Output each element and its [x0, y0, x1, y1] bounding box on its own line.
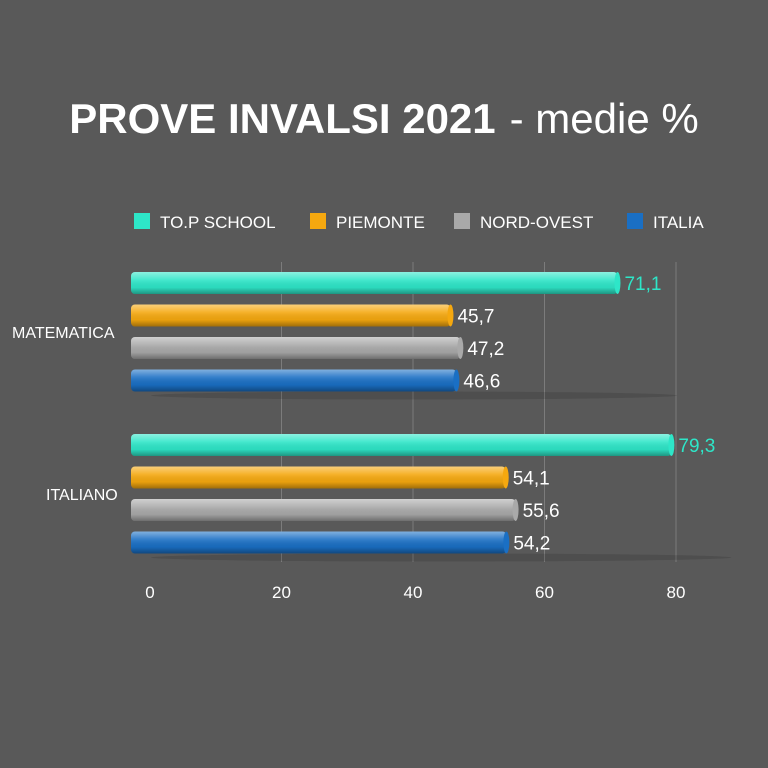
- category-label-matematica: MATEMATICA: [12, 325, 115, 342]
- legend-item-italia: ITALIA: [627, 213, 704, 232]
- legend-swatch-nord-ovest: [454, 213, 470, 229]
- legend-swatch-italia: [627, 213, 643, 229]
- bar-shadow-italiano: [151, 553, 732, 562]
- bar-end-cap: [457, 337, 464, 359]
- chart-title: PROVE INVALSI 2021 - medie %: [69, 95, 698, 142]
- x-axis-ticks: 0 20 40 60 80: [145, 583, 685, 602]
- data-label-matematica-nord-ovest: 47,2: [467, 339, 504, 360]
- bars: 71,1 45,7 47,2 46,6 79,3 54,1 55,6 54,2: [131, 272, 732, 562]
- chart-title-main: PROVE INVALSI 2021: [69, 95, 495, 142]
- bar-highlight: [131, 337, 461, 359]
- x-tick-80: 80: [667, 583, 686, 602]
- bar-matematica-piemonte: [131, 304, 454, 327]
- x-tick-20: 20: [272, 583, 291, 602]
- bar-matematica-nord-ovest: [131, 337, 464, 359]
- bar-highlight: [131, 272, 618, 294]
- bar-end-cap: [453, 369, 460, 392]
- legend-item-to-p-school: TO.P SCHOOL: [134, 213, 276, 232]
- legend-swatch-piemonte: [310, 213, 326, 229]
- bar-highlight: [131, 434, 672, 456]
- x-tick-40: 40: [404, 583, 423, 602]
- data-label-italiano-piemonte: 54,1: [513, 469, 550, 490]
- legend-label-piemonte: PIEMONTE: [336, 213, 425, 232]
- bar-shadow-matematica: [151, 391, 678, 400]
- legend-label-nord-ovest: NORD-OVEST: [480, 213, 593, 232]
- data-label-matematica-piemonte: 45,7: [457, 307, 494, 328]
- data-label-matematica-to-p-school: 71,1: [624, 274, 661, 295]
- bar-end-cap: [614, 272, 621, 294]
- bar-italiano-piemonte: [131, 466, 509, 489]
- legend-label-to-p-school: TO.P SCHOOL: [160, 213, 276, 232]
- bar-end-cap: [512, 499, 519, 521]
- category-labels: MATEMATICA ITALIANO: [12, 325, 118, 504]
- bar-italiano-italia: [131, 531, 510, 554]
- bar-highlight: [131, 499, 516, 521]
- legend-swatch-to-p-school: [134, 213, 150, 229]
- bar-end-cap: [503, 531, 510, 554]
- data-label-italiano-to-p-school: 79,3: [678, 436, 715, 457]
- legend: TO.P SCHOOL PIEMONTE NORD-OVEST ITALIA: [134, 213, 704, 232]
- bar-highlight: [131, 304, 451, 327]
- bar-end-cap: [447, 304, 454, 327]
- chart-subtitle: - medie %: [510, 95, 699, 142]
- bar-end-cap: [668, 434, 675, 456]
- bar-highlight: [131, 531, 507, 554]
- data-label-italiano-nord-ovest: 55,6: [523, 501, 560, 522]
- bar-matematica-to-p-school: [131, 272, 621, 294]
- bar-highlight: [131, 369, 457, 392]
- data-label-matematica-italia: 46,6: [463, 372, 500, 393]
- bar-end-cap: [502, 466, 509, 489]
- bar-highlight: [131, 466, 506, 489]
- data-label-italiano-italia: 54,2: [513, 534, 550, 555]
- legend-label-italia: ITALIA: [653, 213, 704, 232]
- bar-italiano-to-p-school: [131, 434, 675, 456]
- category-label-italiano: ITALIANO: [46, 487, 118, 504]
- x-tick-60: 60: [535, 583, 554, 602]
- legend-item-piemonte: PIEMONTE: [310, 213, 425, 232]
- bar-italiano-nord-ovest: [131, 499, 519, 521]
- legend-item-nord-ovest: NORD-OVEST: [454, 213, 593, 232]
- bar-matematica-italia: [131, 369, 460, 392]
- x-tick-0: 0: [145, 583, 154, 602]
